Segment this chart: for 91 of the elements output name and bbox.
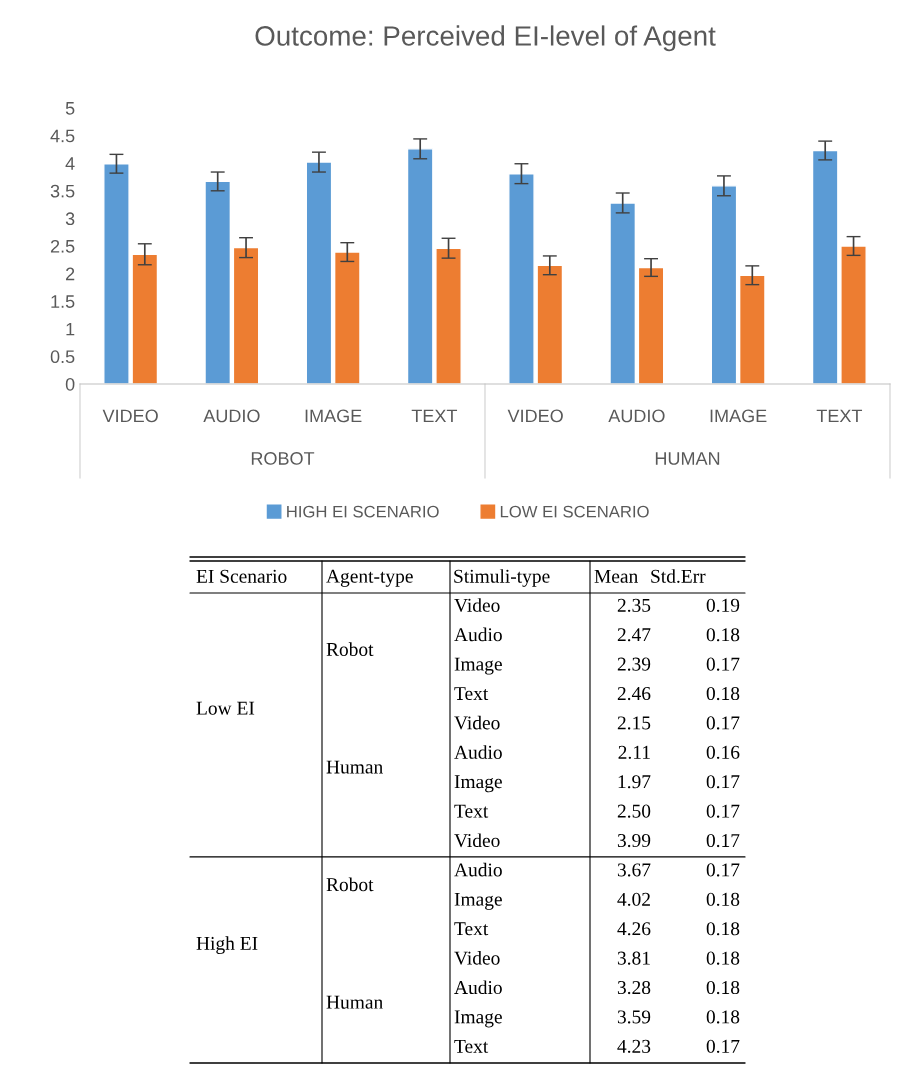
x-tick-label: IMAGE (710, 409, 767, 423)
bar (204, 180, 232, 384)
text: Agent-type (326, 569, 413, 587)
text: Std.Err (651, 569, 706, 583)
text: 4.23 (617, 1039, 651, 1053)
text: 4.26 (617, 922, 651, 936)
text: Text (454, 687, 489, 701)
x-tick-label: AUDIO (608, 409, 665, 423)
y-tick-label: 5 (65, 102, 75, 115)
x-tick-label: IMAGE (305, 409, 362, 423)
text: 3.99 (617, 834, 651, 848)
y-tick-label: 2 (66, 267, 75, 281)
text: 0.18 (706, 980, 740, 995)
y-tick-label: 3 (65, 212, 75, 226)
text: Text (454, 922, 489, 936)
text: Audio (454, 862, 502, 877)
text: Text (454, 804, 489, 818)
chart-title: Outcome: Perceived EI-level of Agent (255, 25, 716, 52)
text: Image (454, 1010, 502, 1028)
bar (305, 161, 333, 384)
bar (710, 185, 738, 384)
text: 0.18 (706, 951, 740, 965)
text: 3.28 (617, 980, 651, 995)
x-tick-label: TEXT (816, 409, 863, 423)
text: Low EI (196, 701, 255, 715)
text: 0.17 (706, 1039, 740, 1053)
text: 0.18 (706, 1010, 740, 1024)
y-tick-label: 1 (66, 322, 75, 336)
text: 2.47 (617, 628, 651, 642)
text: 0.17 (706, 716, 740, 730)
y-tick-label: 3.5 (50, 184, 75, 198)
text: 2.50 (617, 804, 651, 818)
text: Robot (326, 877, 374, 892)
text: Human (326, 760, 383, 774)
text: 3.59 (617, 1010, 651, 1024)
x-tick-label: VIDEO (507, 409, 563, 423)
text: Robot (326, 642, 374, 656)
bar (609, 202, 637, 384)
text: 2.15 (617, 716, 651, 730)
text: 0.17 (706, 775, 740, 789)
legend-label: LOW EI SCENARIO (500, 505, 649, 518)
text: HUMAN (655, 452, 720, 465)
text: 2.11 (618, 745, 650, 759)
text: 0.16 (706, 745, 740, 759)
text: 0.17 (706, 863, 740, 877)
x-tick-label: VIDEO (102, 409, 158, 423)
x-tick-label: TEXT (411, 409, 458, 423)
bar (232, 246, 260, 384)
y-tick-label: 4.5 (50, 129, 75, 143)
text: Audio (454, 627, 502, 642)
text: 0.17 (706, 804, 740, 818)
text: 2.39 (617, 657, 651, 671)
text: Text (454, 1039, 489, 1053)
y-tick-label: 0.5 (50, 350, 75, 364)
bar (637, 266, 665, 384)
text: Video (454, 598, 500, 612)
x-tick-label: AUDIO (203, 409, 260, 423)
text: 0.18 (706, 922, 740, 936)
text: 0.17 (706, 833, 740, 848)
text: Image (454, 892, 502, 910)
text: 0.18 (706, 892, 740, 906)
text: 3.67 (617, 863, 651, 877)
text: Video (454, 715, 500, 730)
text: Image (454, 775, 502, 793)
text: ROBOT (251, 452, 315, 465)
text: 3.81 (617, 951, 650, 965)
legend-label: HIGH EI SCENARIO (287, 505, 439, 518)
text: 0.18 (706, 628, 740, 642)
text: Image (454, 657, 502, 675)
y-tick-label: 2.5 (50, 239, 75, 253)
text: 4.02 (617, 892, 650, 906)
text: 2.46 (617, 687, 651, 701)
y-tick-label: 4 (65, 157, 75, 170)
text: Audio (454, 980, 502, 995)
text: Video (454, 833, 500, 848)
text: 0.18 (706, 686, 740, 701)
text: 1.97 (618, 775, 651, 789)
bar (738, 274, 766, 384)
text: 0.17 (706, 657, 740, 671)
text: Audio (454, 745, 502, 759)
y-tick-label: 0 (65, 377, 75, 391)
y-tick-label: 1.5 (51, 295, 75, 308)
text: 0.19 (706, 598, 740, 612)
text: Human (326, 995, 383, 1009)
text: High EI (196, 936, 258, 954)
text: EI Scenario (196, 569, 287, 583)
bar (333, 251, 361, 384)
text: Video (454, 950, 500, 965)
text: 2.35 (617, 598, 651, 612)
text: Stimuli-type (454, 569, 550, 587)
text: Mean (594, 569, 638, 583)
